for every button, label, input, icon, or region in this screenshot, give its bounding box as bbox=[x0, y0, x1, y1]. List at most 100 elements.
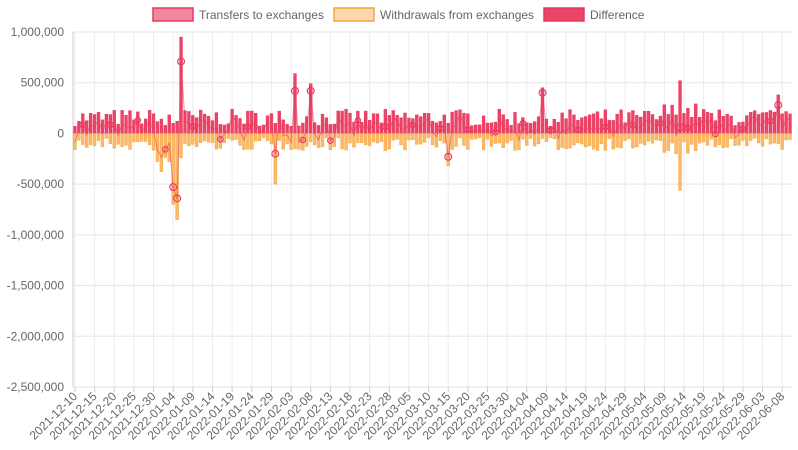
bar-withdrawals[interactable] bbox=[415, 133, 419, 145]
bar-withdrawals[interactable] bbox=[379, 133, 384, 142]
difference-point[interactable] bbox=[547, 127, 554, 134]
bar-withdrawals[interactable] bbox=[151, 133, 156, 151]
difference-point[interactable] bbox=[676, 123, 685, 132]
bar-transfers[interactable] bbox=[218, 124, 223, 134]
bar-transfers[interactable] bbox=[250, 110, 254, 134]
bar-transfers[interactable] bbox=[556, 122, 560, 134]
bar-transfers[interactable] bbox=[89, 113, 93, 134]
bar-withdrawals[interactable] bbox=[572, 133, 576, 146]
bar-withdrawals[interactable] bbox=[745, 133, 749, 147]
bar-withdrawals[interactable] bbox=[607, 133, 611, 139]
bar-withdrawals[interactable] bbox=[399, 133, 403, 146]
bar-withdrawals[interactable] bbox=[348, 133, 352, 144]
bar-transfers[interactable] bbox=[749, 112, 753, 134]
bar-withdrawals[interactable] bbox=[646, 133, 651, 142]
bar-transfers[interactable] bbox=[120, 110, 124, 134]
bar-withdrawals[interactable] bbox=[505, 133, 509, 144]
difference-point[interactable] bbox=[519, 119, 527, 127]
bar-withdrawals[interactable] bbox=[183, 133, 187, 144]
bar-withdrawals[interactable] bbox=[234, 133, 238, 140]
difference-point[interactable] bbox=[684, 124, 692, 132]
bar-withdrawals[interactable] bbox=[391, 133, 395, 141]
bar-withdrawals[interactable] bbox=[407, 133, 411, 141]
difference-point[interactable] bbox=[739, 125, 747, 133]
bar-withdrawals[interactable] bbox=[202, 133, 207, 142]
bar-withdrawals[interactable] bbox=[741, 133, 745, 141]
bar-withdrawals[interactable] bbox=[749, 133, 753, 141]
difference-point[interactable] bbox=[382, 123, 389, 130]
bar-withdrawals[interactable] bbox=[257, 133, 262, 142]
bar-withdrawals[interactable] bbox=[89, 133, 93, 145]
bar-withdrawals[interactable] bbox=[698, 133, 702, 144]
bar-withdrawals[interactable] bbox=[367, 133, 372, 146]
bar-withdrawals[interactable] bbox=[587, 133, 592, 147]
bar-transfers[interactable] bbox=[167, 114, 171, 134]
difference-point[interactable] bbox=[437, 125, 444, 132]
bar-withdrawals[interactable] bbox=[536, 133, 541, 145]
bar-transfers[interactable] bbox=[474, 124, 478, 134]
bar-withdrawals[interactable] bbox=[701, 133, 706, 143]
bar-withdrawals[interactable] bbox=[733, 133, 737, 146]
bar-transfers[interactable] bbox=[627, 112, 631, 134]
bar-withdrawals[interactable] bbox=[112, 133, 116, 149]
difference-point[interactable] bbox=[538, 88, 547, 97]
bar-withdrawals[interactable] bbox=[132, 133, 136, 143]
bar-transfers[interactable] bbox=[210, 120, 215, 134]
bar-withdrawals[interactable] bbox=[493, 133, 498, 144]
bar-withdrawals[interactable] bbox=[694, 133, 698, 152]
bar-transfers[interactable] bbox=[187, 111, 191, 134]
bar-withdrawals[interactable] bbox=[670, 133, 674, 144]
bar-withdrawals[interactable] bbox=[96, 133, 101, 141]
difference-point[interactable] bbox=[306, 86, 315, 95]
bar-withdrawals[interactable] bbox=[458, 133, 462, 139]
bar-withdrawals[interactable] bbox=[635, 133, 639, 148]
bar-transfers[interactable] bbox=[301, 122, 305, 134]
bar-withdrawals[interactable] bbox=[521, 133, 525, 140]
bar-withdrawals[interactable] bbox=[690, 133, 694, 145]
bar-withdrawals[interactable] bbox=[729, 133, 733, 140]
bar-withdrawals[interactable] bbox=[238, 133, 242, 146]
bar-withdrawals[interactable] bbox=[120, 133, 124, 147]
bar-withdrawals[interactable] bbox=[497, 133, 501, 144]
bar-withdrawals[interactable] bbox=[144, 133, 148, 142]
bar-withdrawals[interactable] bbox=[591, 133, 596, 150]
bar-withdrawals[interactable] bbox=[509, 133, 513, 141]
difference-point[interactable] bbox=[173, 194, 182, 203]
bar-withdrawals[interactable] bbox=[104, 133, 109, 139]
bar-transfers[interactable] bbox=[73, 126, 77, 134]
bar-transfers[interactable] bbox=[694, 103, 698, 134]
bar-withdrawals[interactable] bbox=[532, 133, 537, 147]
bar-withdrawals[interactable] bbox=[603, 133, 608, 151]
bar-withdrawals[interactable] bbox=[395, 133, 399, 140]
bar-withdrawals[interactable] bbox=[320, 133, 325, 148]
bar-withdrawals[interactable] bbox=[529, 133, 533, 139]
bar-withdrawals[interactable] bbox=[627, 133, 631, 140]
bar-transfers[interactable] bbox=[595, 111, 600, 134]
difference-point[interactable] bbox=[217, 135, 224, 143]
bar-withdrawals[interactable] bbox=[277, 133, 281, 141]
bar-withdrawals[interactable] bbox=[273, 133, 278, 185]
bar-withdrawals[interactable] bbox=[81, 133, 85, 145]
bar-withdrawals[interactable] bbox=[454, 133, 458, 147]
difference-point[interactable] bbox=[271, 149, 280, 158]
bar-withdrawals[interactable] bbox=[226, 133, 230, 139]
bar-transfers[interactable] bbox=[788, 113, 792, 134]
bar-transfers[interactable] bbox=[764, 112, 769, 134]
bar-withdrawals[interactable] bbox=[254, 133, 258, 142]
bar-withdrawals[interactable] bbox=[717, 133, 721, 145]
bar-transfers[interactable] bbox=[395, 114, 399, 134]
bar-transfers[interactable] bbox=[419, 116, 423, 134]
bar-transfers[interactable] bbox=[383, 109, 388, 134]
bar-withdrawals[interactable] bbox=[709, 133, 714, 140]
bar-transfers[interactable] bbox=[124, 114, 128, 134]
bar-withdrawals[interactable] bbox=[360, 133, 364, 144]
bar-withdrawals[interactable] bbox=[438, 133, 443, 141]
bar-withdrawals[interactable] bbox=[678, 133, 682, 191]
bar-transfers[interactable] bbox=[399, 117, 403, 134]
bar-withdrawals[interactable] bbox=[364, 133, 368, 146]
bar-withdrawals[interactable] bbox=[682, 133, 686, 143]
bar-withdrawals[interactable] bbox=[654, 133, 659, 141]
bar-withdrawals[interactable] bbox=[725, 133, 729, 148]
bar-transfers[interactable] bbox=[230, 108, 234, 134]
difference-point[interactable] bbox=[299, 136, 307, 144]
